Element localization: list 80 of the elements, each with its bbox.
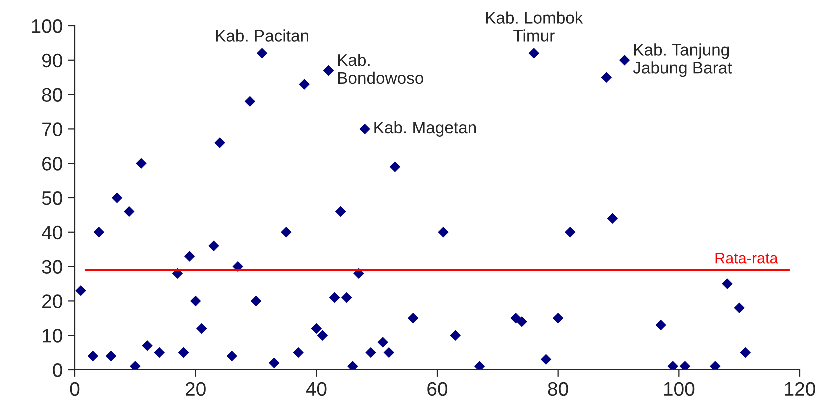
y-tick-label: 20 <box>42 294 62 308</box>
point <box>510 313 522 324</box>
point <box>154 347 165 358</box>
point <box>384 347 395 358</box>
point <box>293 347 304 358</box>
x-tick-label: 80 <box>548 382 568 396</box>
point <box>528 48 540 59</box>
point <box>565 227 576 238</box>
point <box>408 313 419 324</box>
y-tick-label: 90 <box>42 54 62 68</box>
point <box>329 292 340 304</box>
point <box>88 350 99 362</box>
point <box>516 316 528 328</box>
point <box>250 296 262 307</box>
annotation: Kab. Bondowoso <box>338 54 424 84</box>
y-tick-label: 60 <box>42 157 62 171</box>
point <box>619 55 630 66</box>
point <box>335 206 346 218</box>
x-tick-label: 40 <box>306 382 327 396</box>
y-tick-label: 80 <box>42 88 62 102</box>
point <box>438 227 449 238</box>
point <box>378 337 389 348</box>
annotation: Kab. Pacitan <box>216 30 308 42</box>
y-tick-label: 100 <box>32 19 62 34</box>
point <box>341 292 352 304</box>
point <box>668 361 679 370</box>
point <box>130 361 141 370</box>
point <box>76 286 86 296</box>
point <box>740 347 752 358</box>
point <box>607 213 618 224</box>
point <box>450 330 462 341</box>
point <box>390 162 401 172</box>
x-tick-label: 120 <box>785 382 816 396</box>
point <box>196 323 208 334</box>
y-tick-label: 0 <box>53 363 62 378</box>
point <box>281 227 292 238</box>
point <box>214 138 226 148</box>
x-tick-label: 60 <box>428 382 448 396</box>
point <box>311 323 322 334</box>
point <box>366 347 376 358</box>
point <box>106 350 117 362</box>
point <box>112 192 123 204</box>
y-tick-label: 10 <box>43 329 62 343</box>
point <box>124 206 135 218</box>
annotation: Kab. Tanjung Jabung Barat <box>633 44 732 78</box>
point <box>710 361 721 370</box>
y-tick-label: 50 <box>42 191 62 206</box>
point <box>552 313 564 324</box>
point <box>317 330 328 341</box>
point <box>142 340 153 352</box>
point <box>540 354 552 366</box>
point <box>722 278 733 290</box>
point <box>268 358 280 368</box>
point <box>94 227 105 238</box>
point <box>208 240 220 252</box>
point <box>360 124 370 135</box>
point <box>226 350 238 362</box>
point <box>256 48 268 59</box>
point <box>474 361 486 370</box>
point <box>348 361 358 370</box>
x-tick-label: 0 <box>70 382 80 396</box>
y-tick-label: 40 <box>42 226 62 240</box>
point <box>656 320 666 331</box>
point <box>190 296 202 307</box>
y-tick-label: 30 <box>42 260 62 274</box>
point <box>323 65 334 76</box>
annotation: Kab. Magetan <box>374 121 476 137</box>
point <box>299 79 310 90</box>
point <box>734 302 745 314</box>
point <box>601 72 612 83</box>
point <box>184 251 196 262</box>
x-tick-label: 100 <box>664 382 695 396</box>
point <box>136 158 147 169</box>
annotation: Kab. Lombok Timur <box>486 12 584 42</box>
ref-line-label: Rata-rata <box>716 253 778 264</box>
point <box>680 361 691 370</box>
x-tick-label: 20 <box>186 382 206 396</box>
y-tick-label: 70 <box>42 122 62 136</box>
point <box>244 96 256 108</box>
point <box>178 347 190 358</box>
